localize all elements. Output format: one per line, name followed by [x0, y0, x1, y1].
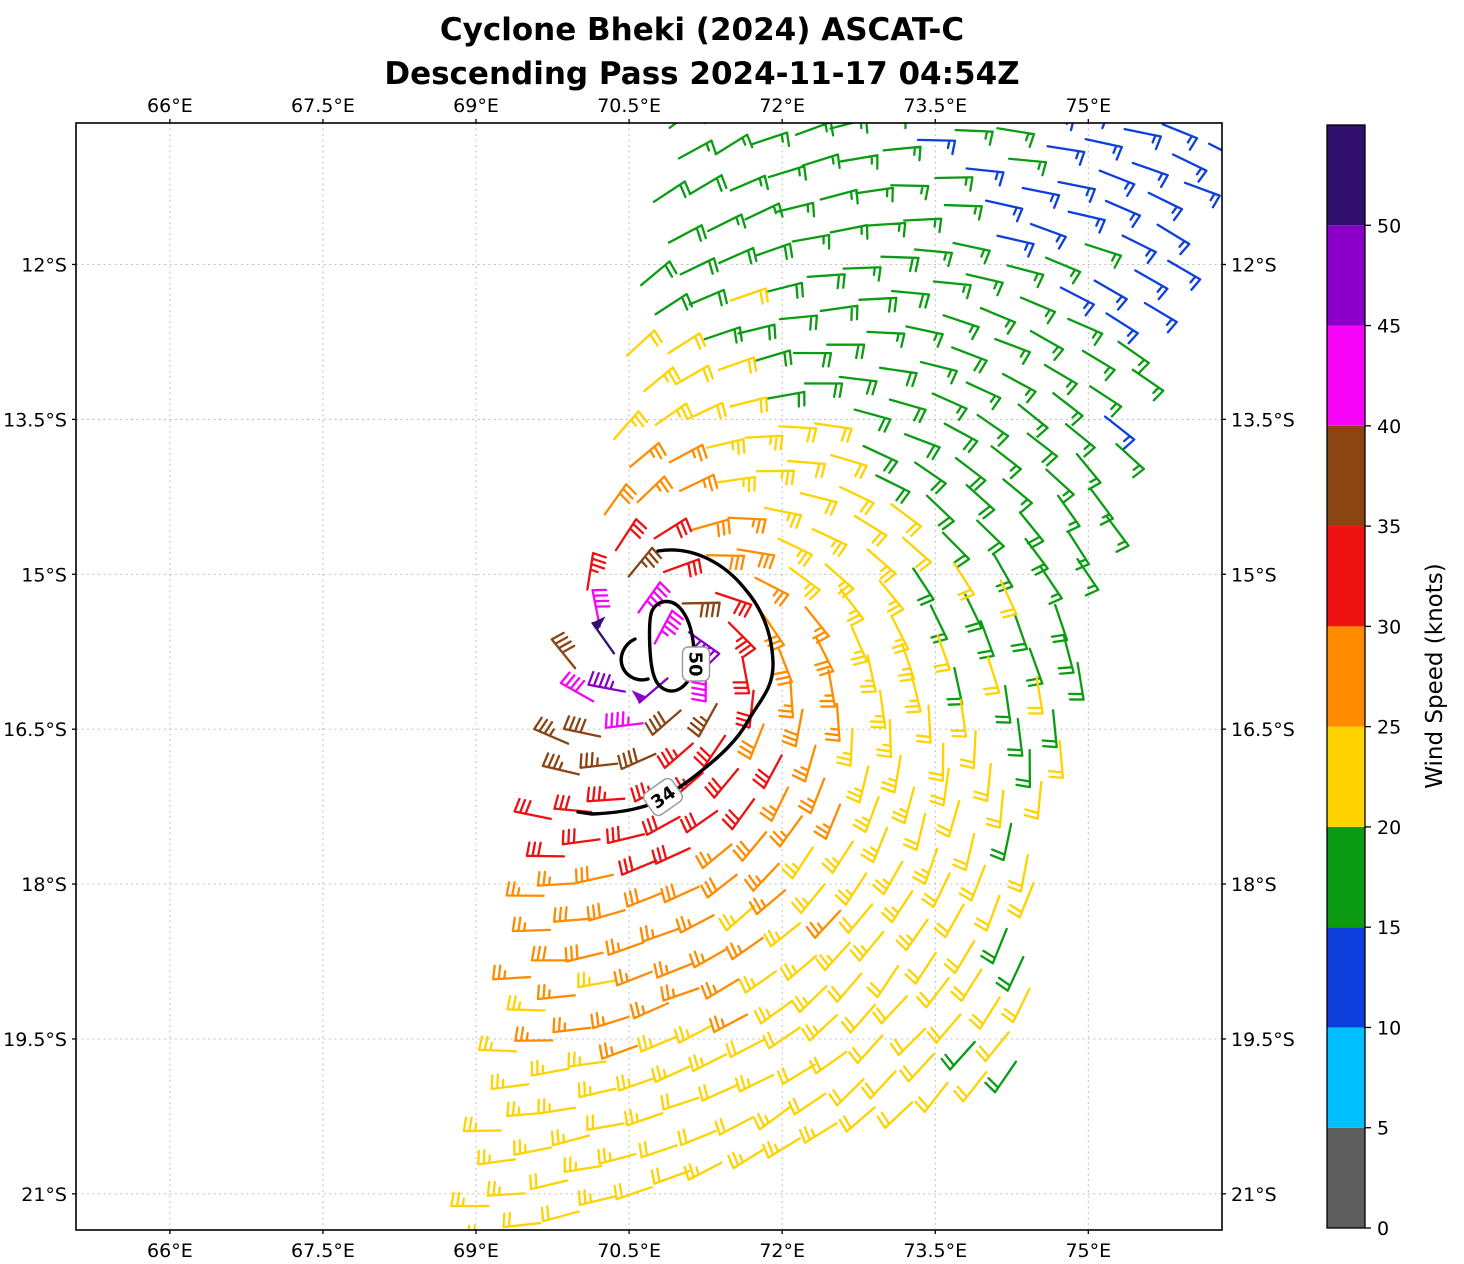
x-tick-top: 72°E: [759, 95, 805, 117]
colorbar-tick: 15: [1377, 917, 1401, 939]
axis-ticks-and-labels: 66°E 66°E 67.5°E 67.5°E 69°E 69°E 70.5°E 70.5°E…: [3, 95, 1295, 1262]
x-tick-bottom: 69°E: [453, 1240, 499, 1262]
x-tick-top: 73.5°E: [903, 95, 967, 117]
y-tick-left: 19.5°S: [3, 1029, 67, 1051]
x-tick-bottom: 70.5°E: [597, 1240, 661, 1262]
x-tick-top: 70.5°E: [597, 95, 661, 117]
x-tick-bottom: 73.5°E: [903, 1240, 967, 1262]
map-frame: [75, 122, 1223, 1231]
y-tick-right: 12°S: [1231, 254, 1277, 276]
y-tick-left: 12°S: [21, 254, 67, 276]
svg-text:50: 50: [685, 651, 706, 676]
chart-title-line2: Descending Pass 2024-11-17 04:54Z: [384, 56, 1019, 92]
colorbar-tick: 20: [1377, 817, 1401, 839]
colorbar-tick: 50: [1377, 215, 1401, 237]
wind-barb-field: [450, 123, 1222, 1230]
colorbar: 0 5 10 15 20 25 30 35 40 45 50: [1326, 124, 1401, 1240]
y-tick-left: 15°S: [21, 564, 67, 586]
y-tick-right: 13.5°S: [1231, 409, 1295, 431]
chart-title-line1: Cyclone Bheki (2024) ASCAT-C: [440, 12, 964, 48]
x-tick-top: 69°E: [453, 95, 499, 117]
colorbar-tick: 0: [1377, 1218, 1389, 1240]
colorbar-tick: 30: [1377, 616, 1401, 638]
x-tick-top: 67.5°E: [291, 95, 355, 117]
x-tick-bottom: 75°E: [1065, 1240, 1111, 1262]
y-tick-left: 16.5°S: [3, 719, 67, 741]
gridlines: [76, 123, 1222, 1230]
colorbar-tick: 10: [1377, 1017, 1401, 1039]
colorbar-tick: 40: [1377, 416, 1401, 438]
colorbar-tick: 45: [1377, 316, 1401, 338]
y-tick-right: 18°S: [1231, 874, 1277, 896]
contour-label-50: 50: [681, 646, 711, 682]
y-tick-left: 21°S: [21, 1184, 67, 1206]
y-tick-left: 18°S: [21, 874, 67, 896]
x-tick-top: 66°E: [147, 95, 193, 117]
x-tick-bottom: 66°E: [147, 1240, 193, 1262]
colorbar-tick: 35: [1377, 516, 1401, 538]
y-tick-right: 21°S: [1231, 1184, 1277, 1206]
x-tick-bottom: 72°E: [759, 1240, 805, 1262]
y-tick-left: 13.5°S: [3, 409, 67, 431]
y-tick-right: 15°S: [1231, 564, 1277, 586]
colorbar-title: Wind Speed (knots): [1422, 563, 1448, 788]
y-tick-right: 19.5°S: [1231, 1029, 1295, 1051]
colorbar-tick: 5: [1377, 1118, 1389, 1140]
x-tick-top: 75°E: [1065, 95, 1111, 117]
colorbar-tick: 25: [1377, 717, 1401, 739]
y-tick-right: 16.5°S: [1231, 719, 1295, 741]
x-tick-bottom: 67.5°E: [291, 1240, 355, 1262]
